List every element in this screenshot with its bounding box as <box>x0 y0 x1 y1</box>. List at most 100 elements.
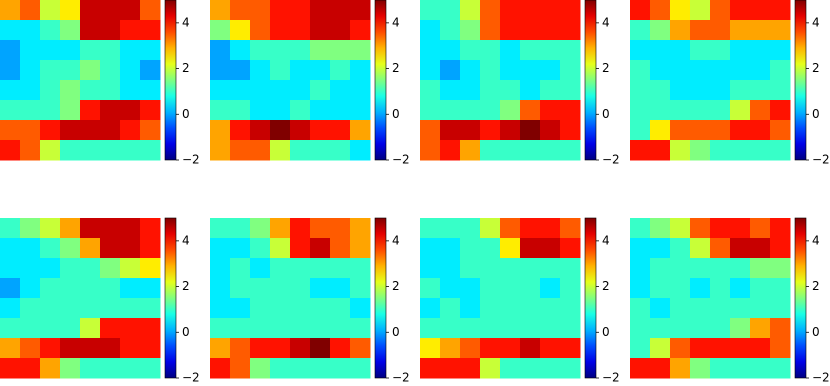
heatmap-cell <box>60 140 81 161</box>
heatmap-cell <box>560 318 581 339</box>
heatmap-cell <box>250 120 271 141</box>
heatmap-cell <box>520 258 541 279</box>
heatmap-cell <box>80 80 101 101</box>
heatmap-cell <box>80 338 101 359</box>
heatmap-cell <box>750 318 771 339</box>
heatmap-cell <box>330 258 351 279</box>
heatmap-cell <box>40 278 61 299</box>
heatmap-cell <box>60 318 81 339</box>
heatmap-cell <box>310 100 331 121</box>
heatmap-cell <box>20 100 41 121</box>
colorbar-tick-label: −2 <box>392 371 410 385</box>
heatmap-cell <box>730 40 751 61</box>
colorbar-tick-label: −2 <box>602 371 620 385</box>
heatmap-cell <box>650 318 671 339</box>
heatmap-cell <box>500 218 521 239</box>
heatmap-cell <box>80 60 101 81</box>
heatmap-cell <box>120 20 141 41</box>
heatmap-cell <box>690 80 711 101</box>
heatmap-cell <box>20 80 41 101</box>
heatmap-cell <box>100 218 121 239</box>
colorbar-tick-label: 0 <box>812 325 820 339</box>
heatmap-cell <box>20 298 41 319</box>
heatmap-cell <box>230 278 251 299</box>
heatmap-cell <box>330 338 351 359</box>
heatmap-cell <box>630 238 651 259</box>
heatmap-cell <box>80 258 101 279</box>
heatmap-cell <box>710 338 731 359</box>
colorbar-tick-label: 2 <box>392 61 400 75</box>
heatmap-cell <box>100 338 121 359</box>
heatmap-cell <box>440 0 461 21</box>
heatmap-cell <box>330 278 351 299</box>
heatmap-cell <box>540 120 561 141</box>
heatmap-cell <box>310 218 331 239</box>
heatmap-cell <box>560 338 581 359</box>
heatmap-cell <box>290 120 311 141</box>
heatmap-cell <box>60 338 81 359</box>
heatmap-cell <box>140 120 161 141</box>
heatmap-cell <box>230 238 251 259</box>
heatmap-cell <box>480 100 501 121</box>
heatmap-panel <box>630 0 791 161</box>
heatmap-cell <box>710 278 731 299</box>
heatmap-cell <box>770 358 791 379</box>
heatmap-cell <box>460 120 481 141</box>
heatmap-cell <box>480 60 501 81</box>
heatmap-cell <box>690 278 711 299</box>
heatmap-cell <box>670 278 691 299</box>
colorbar-tick-label: 0 <box>392 107 400 121</box>
heatmap-cell <box>310 238 331 259</box>
heatmap-cell <box>440 358 461 379</box>
heatmap-cell <box>20 218 41 239</box>
heatmap-cell <box>730 20 751 41</box>
heatmap-cell <box>670 0 691 21</box>
heatmap-cell <box>770 258 791 279</box>
heatmap-cell <box>520 60 541 81</box>
heatmap-cell <box>730 0 751 21</box>
heatmap-cell <box>500 40 521 61</box>
heatmap-cell <box>120 238 141 259</box>
heatmap-cell <box>690 238 711 259</box>
heatmap-cell <box>710 80 731 101</box>
heatmap-cell <box>420 238 441 259</box>
colorbar-tick-label: 4 <box>392 15 400 29</box>
heatmap-cell <box>100 238 121 259</box>
heatmap-cell <box>20 318 41 339</box>
heatmap-cell <box>540 338 561 359</box>
heatmap-cell <box>710 120 731 141</box>
heatmap-cell <box>750 218 771 239</box>
heatmap-cell <box>670 358 691 379</box>
heatmap-cell <box>770 298 791 319</box>
heatmap-cell <box>730 60 751 81</box>
heatmap-cell <box>650 120 671 141</box>
heatmap-cell <box>330 20 351 41</box>
heatmap-cell <box>230 318 251 339</box>
heatmap-cell <box>540 100 561 121</box>
heatmap-cell <box>420 318 441 339</box>
heatmap-cell <box>140 60 161 81</box>
heatmap-cell <box>730 258 751 279</box>
heatmap-cell <box>480 258 501 279</box>
heatmap-cell <box>770 80 791 101</box>
heatmap-cell <box>350 120 371 141</box>
heatmap-cell <box>60 20 81 41</box>
heatmap-cell <box>0 278 21 299</box>
heatmap-cell <box>750 100 771 121</box>
heatmap-cell <box>750 238 771 259</box>
heatmap-cell <box>710 100 731 121</box>
heatmap-cell <box>60 40 81 61</box>
heatmap-cell <box>210 140 231 161</box>
heatmap-cell <box>690 100 711 121</box>
heatmap-cell <box>270 80 291 101</box>
heatmap-cell <box>350 258 371 279</box>
heatmap-cell <box>460 318 481 339</box>
heatmap-cell <box>460 278 481 299</box>
heatmap-cell <box>420 140 441 161</box>
heatmap-cell <box>350 100 371 121</box>
heatmap-cell <box>100 0 121 21</box>
heatmap-cell <box>210 218 231 239</box>
heatmap-cell <box>330 40 351 61</box>
heatmap-cell <box>460 298 481 319</box>
heatmap-cell <box>710 258 731 279</box>
